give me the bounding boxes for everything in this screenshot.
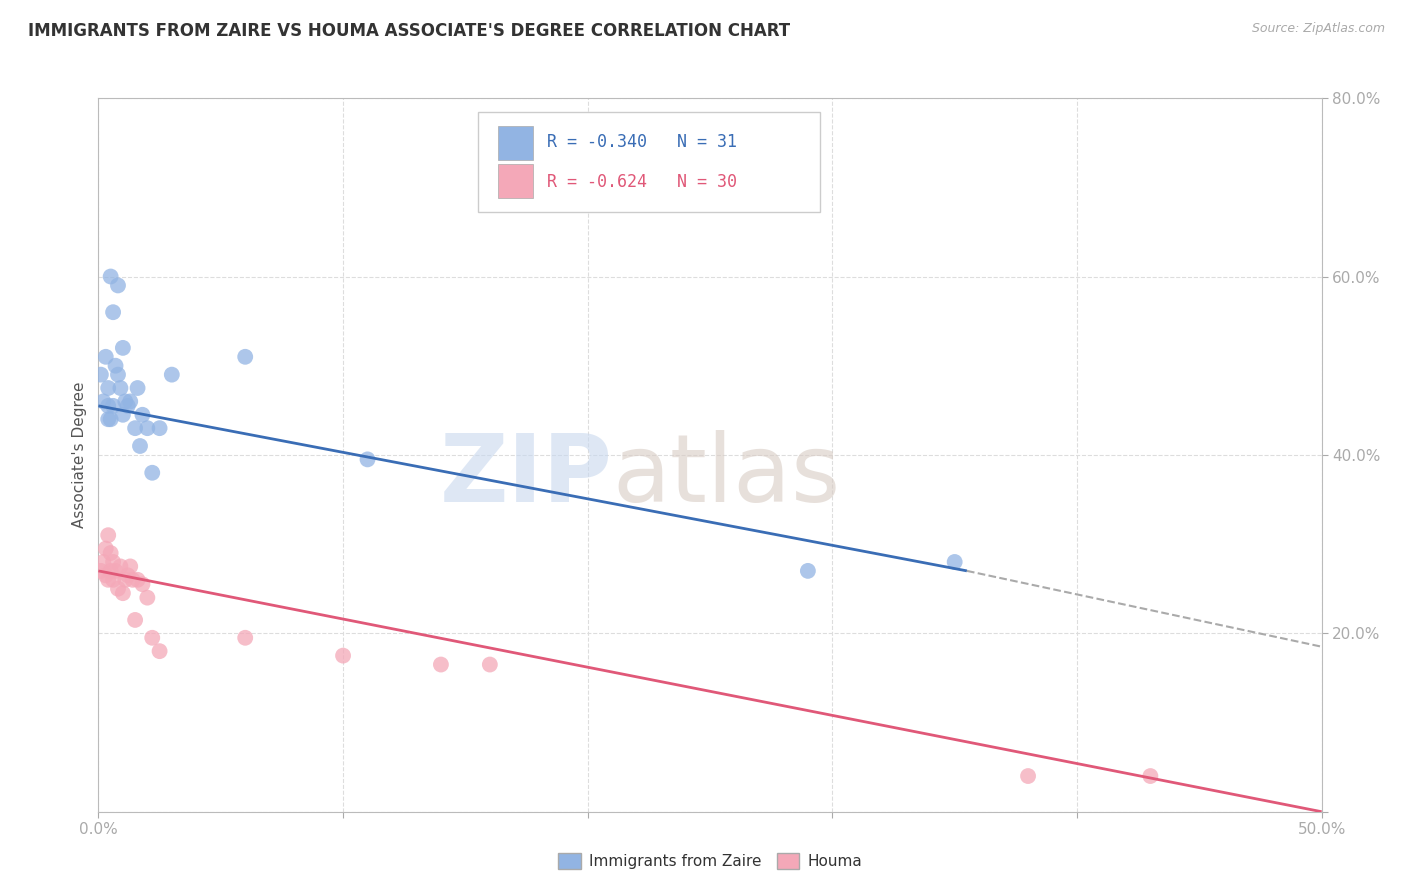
Point [110,559,132,574]
Point [97,381,120,395]
Point [111,408,134,422]
Point [94,568,117,582]
Point [114,394,136,409]
Point [131,577,153,591]
Point [101,573,124,587]
Point [100,546,122,560]
Point [91,555,114,569]
Point [97,528,120,542]
Point [97,399,120,413]
Y-axis label: Associate's Degree: Associate's Degree [72,382,87,528]
Text: R = -0.340   N = 31: R = -0.340 N = 31 [547,134,737,152]
Point [127,381,149,395]
Point [101,399,124,413]
Legend: Immigrants from Zaire, Houma: Immigrants from Zaire, Houma [553,847,868,875]
Point [129,439,152,453]
Point [101,305,124,319]
Point [233,631,256,645]
Point [117,399,139,413]
Point [117,568,139,582]
Point [104,359,127,373]
FancyBboxPatch shape [498,164,533,198]
Point [111,586,134,600]
Point [97,573,120,587]
Point [332,648,354,663]
Point [107,582,129,596]
Point [104,564,127,578]
Point [114,573,136,587]
Point [90,368,112,382]
Text: ZIP: ZIP [439,430,612,523]
Point [111,341,134,355]
Point [100,564,122,578]
Point [233,350,256,364]
Point [149,644,172,658]
Point [107,278,129,293]
Point [94,541,117,556]
Point [131,408,153,422]
Point [160,368,183,382]
Point [120,559,142,574]
Point [797,564,820,578]
Point [141,631,163,645]
Point [1017,769,1039,783]
Point [121,573,143,587]
Text: R = -0.624   N = 30: R = -0.624 N = 30 [547,173,737,191]
Point [97,412,120,426]
Point [478,657,501,672]
Point [430,657,453,672]
Text: Source: ZipAtlas.com: Source: ZipAtlas.com [1251,22,1385,36]
Point [120,394,142,409]
Point [141,466,163,480]
Point [124,613,146,627]
Point [1139,769,1161,783]
Point [136,591,159,605]
Point [356,452,378,467]
Point [110,381,132,395]
Point [94,350,117,364]
Point [127,573,149,587]
Point [91,394,114,409]
Point [136,421,159,435]
Point [107,368,129,382]
Text: IMMIGRANTS FROM ZAIRE VS HOUMA ASSOCIATE'S DEGREE CORRELATION CHART: IMMIGRANTS FROM ZAIRE VS HOUMA ASSOCIATE… [28,22,790,40]
Point [149,421,172,435]
Point [124,421,146,435]
Point [101,555,124,569]
Point [100,269,122,284]
Point [943,555,966,569]
Point [90,564,112,578]
FancyBboxPatch shape [498,126,533,161]
FancyBboxPatch shape [478,112,820,212]
Text: atlas: atlas [612,430,841,523]
Point [100,412,122,426]
